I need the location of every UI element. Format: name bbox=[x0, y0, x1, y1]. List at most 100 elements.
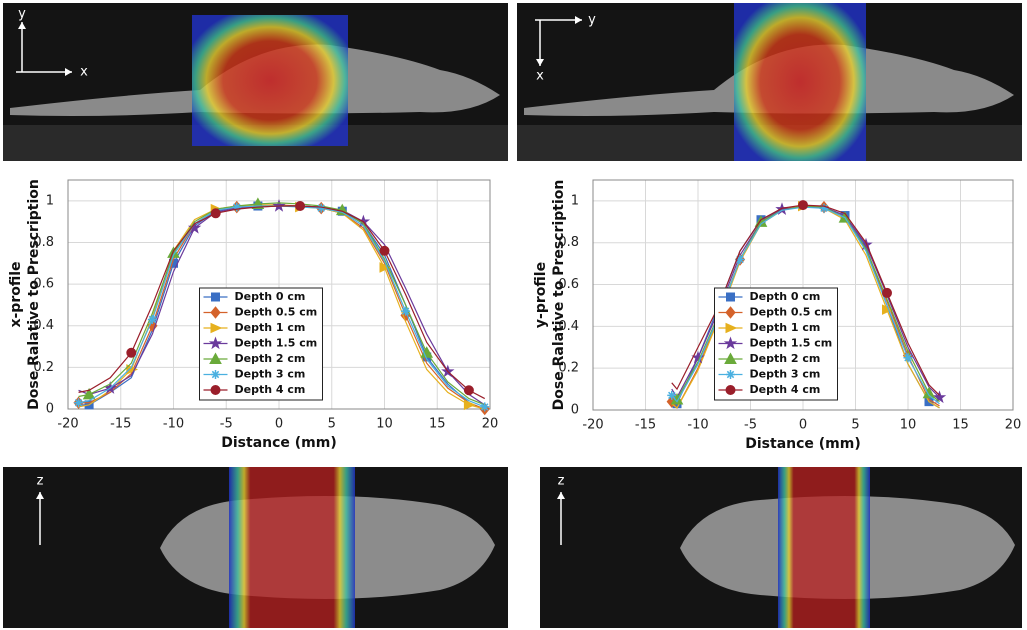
marker bbox=[232, 202, 242, 212]
x-tick-label: -10 bbox=[163, 417, 184, 432]
legend-marker bbox=[210, 322, 223, 334]
series-line bbox=[78, 205, 486, 400]
marker bbox=[463, 399, 476, 411]
marker bbox=[379, 262, 392, 273]
legend-marker bbox=[725, 322, 738, 334]
ct-image-bottom-right: z bbox=[540, 467, 1022, 628]
marker bbox=[819, 203, 829, 213]
ct-image-top-right: y x bbox=[517, 3, 1022, 161]
y-axis-label: y-profile bbox=[533, 262, 549, 328]
y-tick-label: 0.6 bbox=[33, 277, 54, 292]
legend-label: Depth 4 cm bbox=[235, 383, 306, 396]
legend-label: Depth 2 cm bbox=[235, 352, 306, 365]
y-tick-label: 0.8 bbox=[558, 235, 579, 250]
marker bbox=[295, 201, 306, 212]
x-axis-label: Distance (mm) bbox=[221, 435, 337, 451]
y-tick-label: 0.4 bbox=[33, 318, 54, 333]
x-tick-label: -5 bbox=[744, 418, 757, 433]
marker bbox=[922, 386, 936, 399]
legend-label: Depth 1 cm bbox=[235, 321, 306, 334]
ct-image-bottom-left: z bbox=[3, 467, 508, 628]
y-tick-label: 0.2 bbox=[558, 361, 579, 376]
marker bbox=[882, 287, 892, 298]
legend-label: Depth 0 cm bbox=[750, 290, 821, 303]
y-axis-label: Dose Ralative to Prescription bbox=[551, 180, 567, 411]
y-tick-label: 0.2 bbox=[33, 360, 54, 375]
legend-marker bbox=[725, 385, 736, 395]
marker bbox=[463, 385, 474, 396]
x-tick-label: 5 bbox=[328, 417, 336, 432]
y-tick-label: 1 bbox=[46, 193, 54, 208]
x-tick-label: 20 bbox=[482, 417, 499, 432]
y-tick-label: 0.8 bbox=[33, 235, 54, 250]
legend-label: Depth 1 cm bbox=[750, 321, 821, 334]
legend-label: Depth 0.5 cm bbox=[750, 306, 833, 319]
marker bbox=[147, 314, 157, 324]
legend-label: Depth 2 cm bbox=[750, 352, 821, 365]
x-tick-label: 10 bbox=[900, 418, 917, 433]
marker bbox=[210, 208, 221, 219]
axis-label: y bbox=[18, 7, 26, 22]
x-tick-label: -20 bbox=[582, 418, 603, 433]
x-tick-label: 20 bbox=[1005, 418, 1022, 433]
legend-marker bbox=[723, 336, 738, 350]
x-tick-label: 15 bbox=[952, 418, 969, 433]
x-tick-label: -10 bbox=[687, 418, 708, 433]
legend-label: Depth 1.5 cm bbox=[750, 337, 833, 350]
x-tick-label: -15 bbox=[635, 418, 656, 433]
legend-marker bbox=[725, 306, 736, 319]
marker bbox=[798, 200, 808, 211]
marker bbox=[74, 398, 84, 408]
marker bbox=[735, 254, 745, 264]
y-axis-label: x-profile bbox=[8, 261, 24, 327]
y-tick-label: 1 bbox=[571, 193, 579, 208]
marker bbox=[480, 402, 490, 412]
axis-label: x bbox=[80, 65, 88, 80]
y-axis-label: Dose Ralative to Prescription bbox=[26, 179, 42, 410]
x-tick-label: 15 bbox=[429, 417, 446, 432]
axis-label: y bbox=[588, 13, 596, 28]
y-tick-label: 0 bbox=[571, 403, 579, 418]
legend-label: Depth 1.5 cm bbox=[235, 337, 318, 350]
legend-label: Depth 3 cm bbox=[235, 368, 306, 381]
legend-marker bbox=[210, 306, 221, 319]
marker bbox=[187, 220, 202, 234]
y-tick-label: 0 bbox=[46, 402, 54, 417]
x-tick-label: 0 bbox=[799, 418, 807, 433]
legend-marker bbox=[726, 292, 735, 302]
marker bbox=[82, 387, 96, 400]
x-tick-label: 5 bbox=[851, 418, 859, 433]
legend-label: Depth 0 cm bbox=[235, 290, 306, 303]
axis-label: z bbox=[37, 474, 44, 489]
x-axis-label: Distance (mm) bbox=[745, 436, 861, 452]
x-tick-label: -15 bbox=[110, 417, 131, 432]
legend-marker bbox=[211, 370, 220, 379]
series-line bbox=[78, 202, 485, 406]
legend-label: Depth 4 cm bbox=[750, 383, 821, 396]
marker bbox=[126, 347, 137, 358]
x-tick-label: 0 bbox=[275, 417, 283, 432]
marker bbox=[667, 390, 677, 400]
legend-marker bbox=[211, 292, 220, 302]
marker bbox=[401, 306, 411, 316]
x-tick-label: 10 bbox=[376, 417, 393, 432]
axis-label: z bbox=[558, 474, 565, 489]
legend-label: Depth 0.5 cm bbox=[235, 306, 318, 319]
marker bbox=[379, 245, 390, 256]
legend-marker bbox=[209, 352, 222, 364]
x-tick-label: -5 bbox=[220, 417, 233, 432]
marker bbox=[316, 203, 326, 213]
plot-frame bbox=[592, 179, 1014, 411]
y-tick-label: 0.6 bbox=[558, 277, 579, 292]
marker bbox=[932, 390, 947, 404]
ct-image-top-left: y x bbox=[3, 3, 508, 161]
y-tick-label: 0.4 bbox=[558, 319, 579, 334]
legend-marker bbox=[208, 336, 223, 350]
legend-label: Depth 3 cm bbox=[750, 368, 821, 381]
marker bbox=[903, 353, 913, 363]
legend-marker bbox=[724, 352, 737, 364]
legend-marker bbox=[210, 385, 221, 395]
legend-marker bbox=[726, 370, 735, 379]
x-tick-label: -20 bbox=[57, 417, 78, 432]
